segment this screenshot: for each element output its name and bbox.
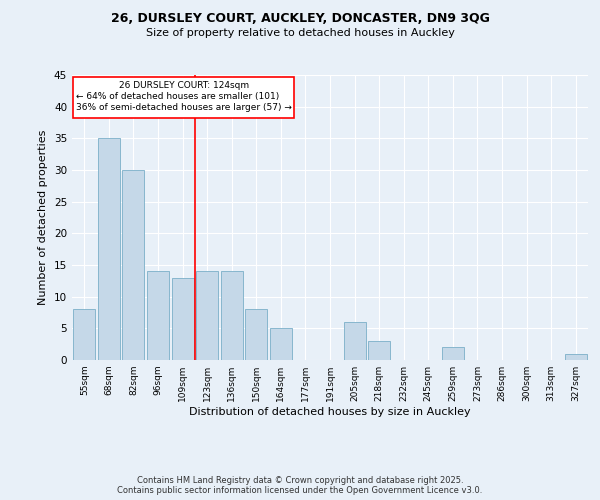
Text: ← 64% of detached houses are smaller (101): ← 64% of detached houses are smaller (10… — [76, 92, 279, 101]
Bar — [270, 328, 292, 360]
Text: 36% of semi-detached houses are larger (57) →: 36% of semi-detached houses are larger (… — [76, 104, 292, 112]
Bar — [344, 322, 365, 360]
X-axis label: Distribution of detached houses by size in Auckley: Distribution of detached houses by size … — [189, 407, 471, 417]
Bar — [172, 278, 194, 360]
Text: Size of property relative to detached houses in Auckley: Size of property relative to detached ho… — [146, 28, 454, 38]
Bar — [565, 354, 587, 360]
Bar — [245, 310, 268, 360]
Bar — [442, 348, 464, 360]
Bar — [221, 272, 243, 360]
Bar — [368, 341, 390, 360]
Text: 26 DURSLEY COURT: 124sqm: 26 DURSLEY COURT: 124sqm — [119, 80, 249, 90]
Bar — [98, 138, 120, 360]
Y-axis label: Number of detached properties: Number of detached properties — [38, 130, 49, 305]
Bar — [147, 272, 169, 360]
Bar — [196, 272, 218, 360]
FancyBboxPatch shape — [73, 77, 295, 118]
Text: Contains HM Land Registry data © Crown copyright and database right 2025.
Contai: Contains HM Land Registry data © Crown c… — [118, 476, 482, 495]
Bar — [122, 170, 145, 360]
Bar — [73, 310, 95, 360]
Text: 26, DURSLEY COURT, AUCKLEY, DONCASTER, DN9 3QG: 26, DURSLEY COURT, AUCKLEY, DONCASTER, D… — [110, 12, 490, 26]
